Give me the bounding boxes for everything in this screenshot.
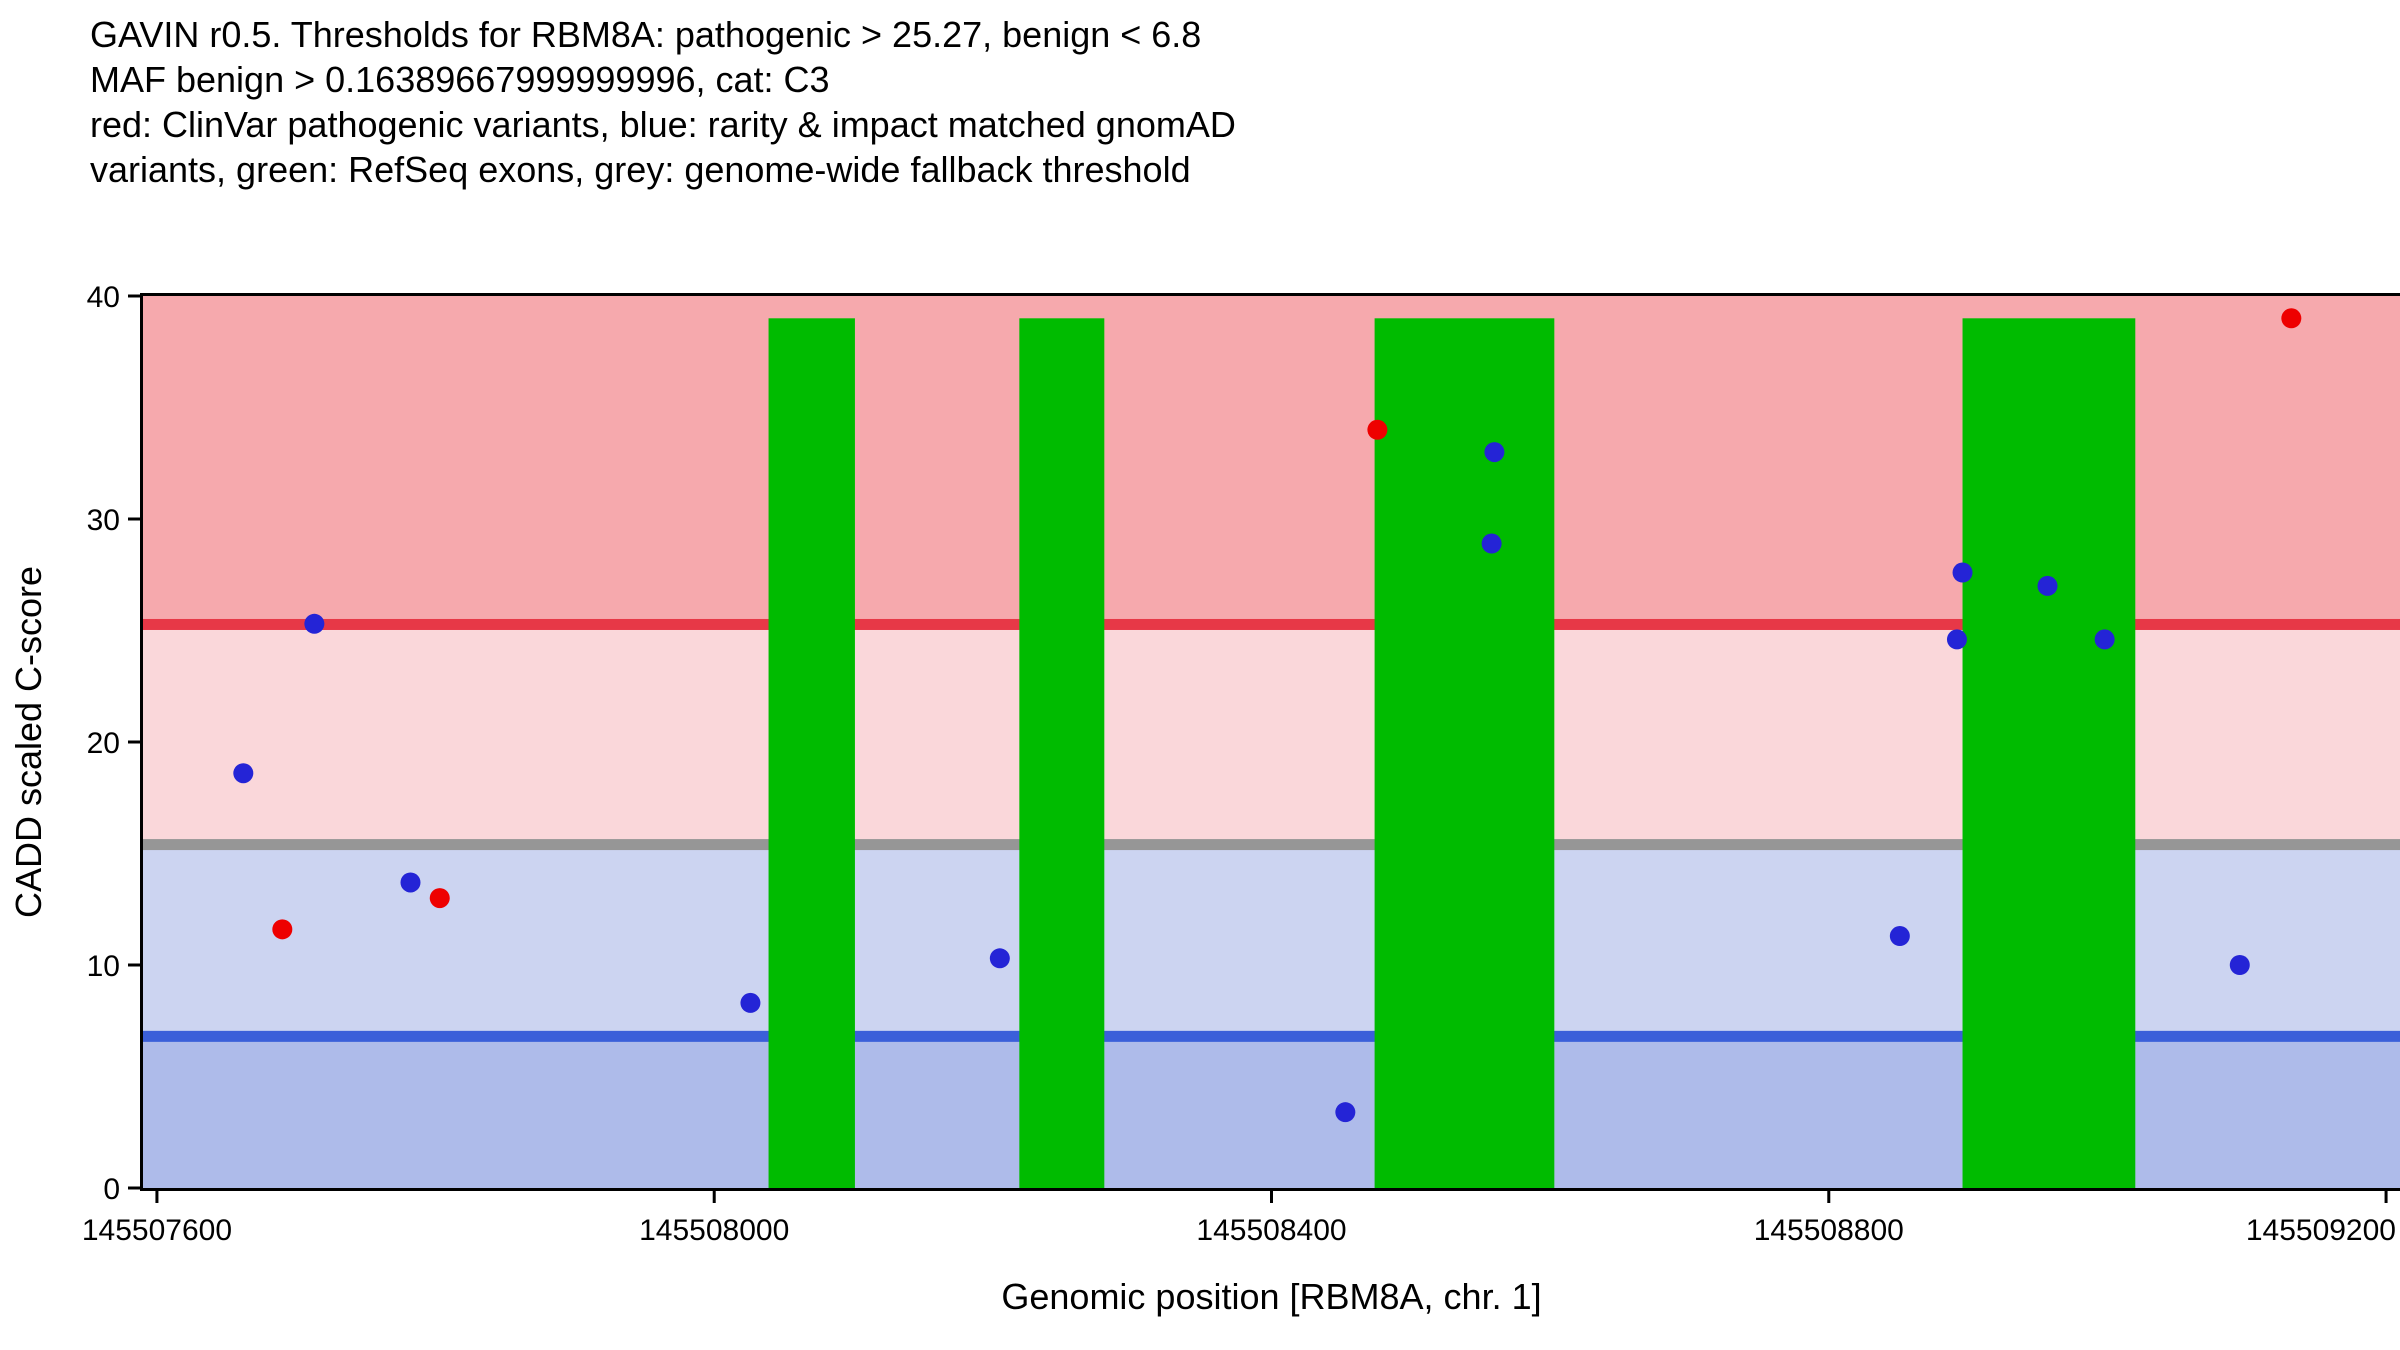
- gnomad-matched-point: [233, 763, 254, 784]
- gnomad-matched-point: [1335, 1102, 1356, 1123]
- gnomad-matched-point: [1484, 442, 1505, 463]
- y-tick: [128, 517, 140, 521]
- y-axis-title: CADD scaled C-score: [8, 565, 49, 919]
- chart-title: GAVIN r0.5. Thresholds for RBM8A: pathog…: [90, 12, 1236, 192]
- gnomad-matched-point: [740, 992, 761, 1013]
- gnomad-matched-point: [2094, 629, 2115, 650]
- y-axis-line: [140, 293, 143, 1191]
- exon-bar: [768, 318, 855, 1188]
- x-tick-label: 145508000: [639, 1214, 789, 1247]
- x-tick-label: 145507600: [82, 1214, 232, 1247]
- clinvar-pathogenic-point: [1367, 419, 1388, 440]
- benign-threshold-line: [143, 1030, 2400, 1042]
- gnomad-matched-point: [2229, 955, 2250, 975]
- gnomad-matched-point: [2037, 575, 2058, 596]
- exon-bar: [1374, 318, 1555, 1188]
- gnomad-matched-point: [1889, 926, 1910, 947]
- chart-title-line-1: GAVIN r0.5. Thresholds for RBM8A: pathog…: [90, 14, 1202, 55]
- clinvar-pathogenic-point: [429, 888, 450, 909]
- y-tick: [128, 1186, 140, 1190]
- y-tick-label: 0: [103, 1173, 120, 1206]
- y-tick: [128, 963, 140, 967]
- x-axis-line: [140, 1188, 2400, 1191]
- gnomad-matched-point: [1952, 562, 1973, 583]
- chart-title-line-2: MAF benign > 0.16389667999999996, cat: C…: [90, 59, 830, 100]
- x-axis-title: Genomic position [RBM8A, chr. 1]: [1001, 1276, 1542, 1317]
- gnomad-matched-point: [1946, 629, 1967, 650]
- exon-bar: [1962, 318, 2136, 1188]
- genome-wide-fallback-threshold-line: [143, 839, 2400, 851]
- y-tick-label: 30: [87, 504, 120, 537]
- x-tick-label: 145508400: [1196, 1214, 1346, 1247]
- x-tick-label: 145509200: [2246, 1214, 2396, 1247]
- clinvar-pathogenic-point: [272, 919, 293, 940]
- chart-title-line-3: red: ClinVar pathogenic variants, blue: …: [90, 104, 1236, 145]
- pathogenic-threshold-line: [143, 618, 2400, 630]
- y-tick-label: 20: [87, 727, 120, 760]
- x-tick: [712, 1191, 716, 1203]
- x-tick: [155, 1191, 159, 1203]
- y-tick: [128, 294, 140, 298]
- exon-bar: [1019, 318, 1105, 1188]
- y-tick: [128, 740, 140, 744]
- x-tick: [1270, 1191, 1273, 1203]
- gnomad-matched-point: [1481, 533, 1502, 554]
- chart-title-line-4: variants, green: RefSeq exons, grey: gen…: [90, 149, 1191, 190]
- gnomad-matched-point: [304, 613, 325, 634]
- clinvar-pathogenic-point: [2281, 308, 2302, 329]
- gnomad-matched-point: [400, 872, 421, 893]
- x-tick: [2384, 1191, 2388, 1203]
- x-tick: [1827, 1191, 1831, 1203]
- panel-top-border: [143, 293, 2400, 296]
- y-tick-label: 10: [87, 950, 120, 983]
- gnomad-matched-point: [989, 948, 1010, 969]
- x-tick-label: 145508800: [1754, 1214, 1904, 1247]
- y-tick-label: 40: [87, 281, 120, 314]
